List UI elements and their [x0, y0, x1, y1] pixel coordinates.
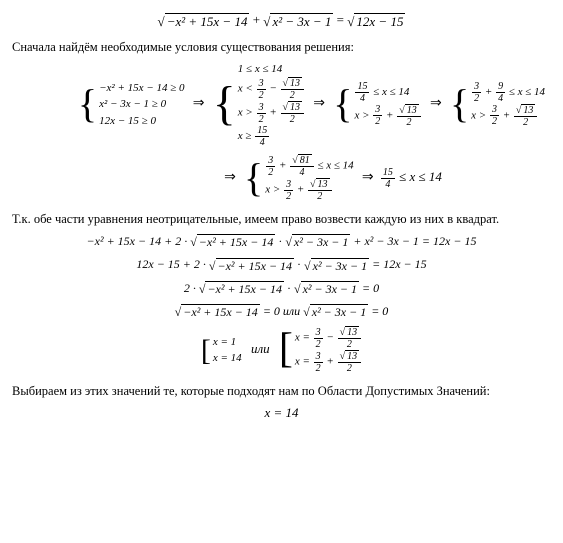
rad3: 12x − 15 [354, 13, 405, 30]
step-4: −x² + 15x − 14 = 0 или x² − 3x − 1 = 0 [12, 303, 551, 320]
paragraph-3: Выбираем из этих значений те, которые по… [12, 384, 551, 399]
system-chain-1: { −x² + 15x − 14 ≥ 0 x² − 3x − 1 ≥ 0 12x… [72, 61, 551, 149]
paragraph-1: Сначала найдём необходимые условия сущес… [12, 40, 551, 55]
step-1: −x² + 15x − 14 + 2 · −x² + 15x − 14 · x²… [12, 233, 551, 250]
final-answer: x = 14 [12, 405, 551, 421]
step-3: 2 · −x² + 15x − 14 · x² − 3x − 1 = 0 [12, 280, 551, 297]
answer-brackets: [ x = 1 x = 14 или [ x = 32 − 132 x = 32… [12, 326, 551, 374]
rad2: x² − 3x − 1 [270, 13, 333, 30]
title-equation: −x² + 15x − 14 + x² − 3x − 1 = 12x − 15 [12, 12, 551, 30]
step-2: 12x − 15 + 2 · −x² + 15x − 14 · x² − 3x … [12, 256, 551, 273]
system-chain-2: ⇒ { 32 + 814 ≤ x ≤ 14 x > 32 + 132 ⇒ 154… [112, 154, 551, 202]
rad1: −x² + 15x − 14 [165, 13, 250, 30]
paragraph-2: Т.к. обе части уравнения неотрицательные… [12, 212, 551, 227]
